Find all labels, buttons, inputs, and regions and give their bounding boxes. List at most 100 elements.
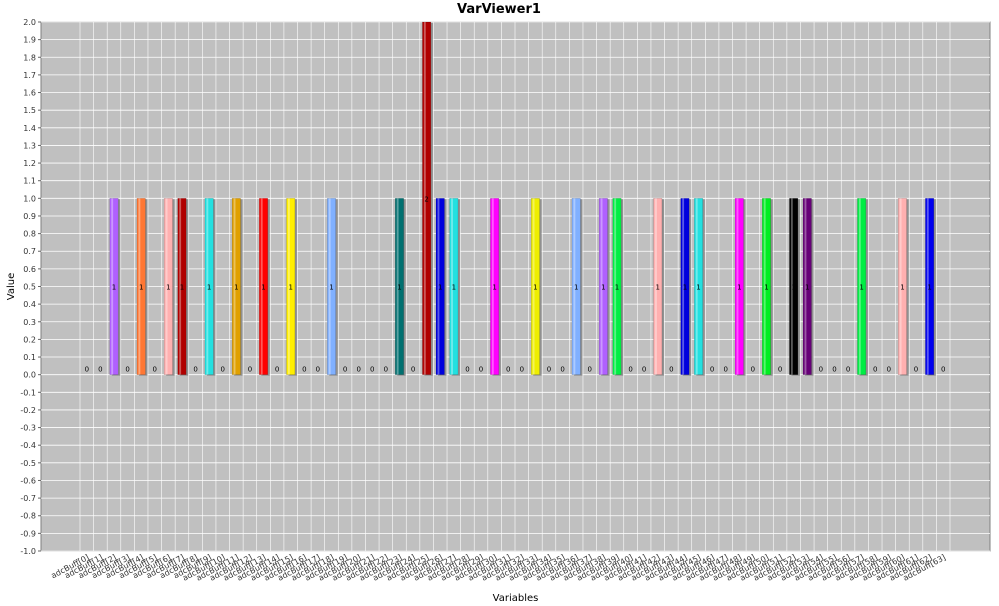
data-label: 1: [288, 284, 292, 292]
x-axis-ticks: adcBuff[0]adcBuff[1]adcBuff[2]adcBuff[3]…: [50, 553, 948, 583]
data-label: 1: [859, 284, 863, 292]
data-label: 0: [384, 366, 388, 374]
data-label: 0: [778, 366, 782, 374]
bar: [694, 198, 705, 376]
data-label: 1: [791, 284, 795, 292]
y-tick-label: 1.4: [23, 124, 36, 133]
bar-highlight: [287, 198, 290, 375]
y-tick-label: 1.7: [23, 71, 36, 80]
bar: [136, 198, 148, 376]
data-label: 0: [588, 366, 592, 374]
bar-highlight: [899, 198, 902, 375]
bar-highlight: [233, 198, 236, 375]
bar-highlight: [138, 198, 141, 375]
data-label: 0: [85, 366, 89, 374]
data-label: 1: [683, 284, 687, 292]
y-axis-label: Value: [6, 273, 17, 300]
bar: [259, 198, 270, 376]
bar-rect: [422, 21, 432, 375]
data-label: 0: [370, 366, 374, 374]
data-label: 0: [873, 366, 877, 374]
x-axis-label: Variables: [493, 593, 539, 604]
bar-rect: [857, 198, 867, 375]
y-tick-label: 0.4: [23, 300, 36, 309]
data-label: 0: [302, 366, 306, 374]
data-label: 0: [887, 366, 891, 374]
data-label: 1: [329, 284, 333, 292]
bar-rect: [802, 198, 812, 375]
data-label: 0: [98, 366, 102, 374]
bar-highlight: [655, 198, 657, 375]
bar: [802, 198, 814, 376]
bar-rect: [571, 198, 581, 375]
data-label: 0: [669, 366, 673, 374]
bar: [789, 198, 800, 376]
y-tick-label: -1.0: [20, 547, 36, 556]
bar: [327, 198, 338, 376]
bar-rect: [694, 198, 703, 375]
data-label: 1: [574, 284, 578, 292]
bar-rect: [394, 198, 404, 375]
data-label: 1: [452, 284, 456, 292]
data-label: 1: [805, 284, 809, 292]
bar-highlight: [260, 198, 263, 375]
bar-rect: [204, 198, 214, 375]
y-axis-ticks: -1.0 -0.9 -0.8 -0.7 -0.6 -0.5 -0.4 -0.3 -0.2 -0.1…: [20, 18, 41, 556]
y-tick-label: 1.6: [23, 89, 36, 98]
bar: [530, 198, 542, 376]
bar: [680, 198, 692, 376]
bar-rect: [259, 198, 268, 375]
bar: [762, 198, 773, 376]
data-label: 0: [819, 366, 823, 374]
data-label: 0: [723, 366, 727, 374]
data-label: 1: [927, 284, 931, 292]
data-label: 0: [193, 366, 197, 374]
bar: [897, 198, 909, 376]
y-tick-label: -0.1: [20, 388, 36, 397]
data-label: 1: [139, 284, 143, 292]
data-label: 0: [465, 366, 469, 374]
bar-rect: [449, 198, 459, 375]
bar: [612, 198, 624, 376]
bar-highlight: [790, 198, 793, 375]
bar: [177, 198, 189, 376]
y-tick-label: 0.6: [23, 265, 36, 274]
bar: [109, 198, 121, 376]
bar-highlight: [437, 198, 440, 375]
bar: [490, 198, 501, 376]
bar: [653, 198, 664, 376]
data-label: 1: [900, 284, 904, 292]
y-tick-label: 0.7: [23, 247, 36, 256]
data-label: 0: [343, 366, 347, 374]
bar-highlight: [926, 198, 929, 375]
bar-rect: [897, 198, 907, 375]
data-label: 0: [275, 366, 279, 374]
bar: [422, 21, 433, 376]
bar-rect: [762, 198, 771, 375]
data-label: 0: [941, 366, 945, 374]
y-tick-label: 1.5: [23, 106, 36, 115]
chart-title: VarViewer1: [457, 2, 541, 17]
bar-rect: [286, 198, 296, 375]
bar-rect: [109, 198, 119, 375]
data-label: 0: [316, 366, 320, 374]
bar-rect: [163, 198, 173, 375]
bar-rect: [612, 198, 622, 375]
data-label: 1: [207, 284, 211, 292]
data-label: 1: [764, 284, 768, 292]
y-tick-label: -0.2: [20, 406, 36, 415]
bar-rect: [490, 198, 500, 375]
y-tick-label: -0.4: [20, 441, 36, 450]
y-tick-label: 0.0: [23, 371, 36, 380]
bar-highlight: [111, 198, 114, 375]
bar: [231, 198, 243, 376]
bar-rect: [598, 198, 608, 375]
y-tick-label: 0.8: [23, 230, 36, 239]
bar-rect: [925, 198, 935, 375]
bar-highlight: [695, 198, 698, 375]
bar-highlight: [491, 198, 494, 375]
data-label: 1: [397, 284, 401, 292]
data-label: 0: [832, 366, 836, 374]
bar: [286, 198, 297, 376]
bar-highlight: [328, 198, 331, 375]
